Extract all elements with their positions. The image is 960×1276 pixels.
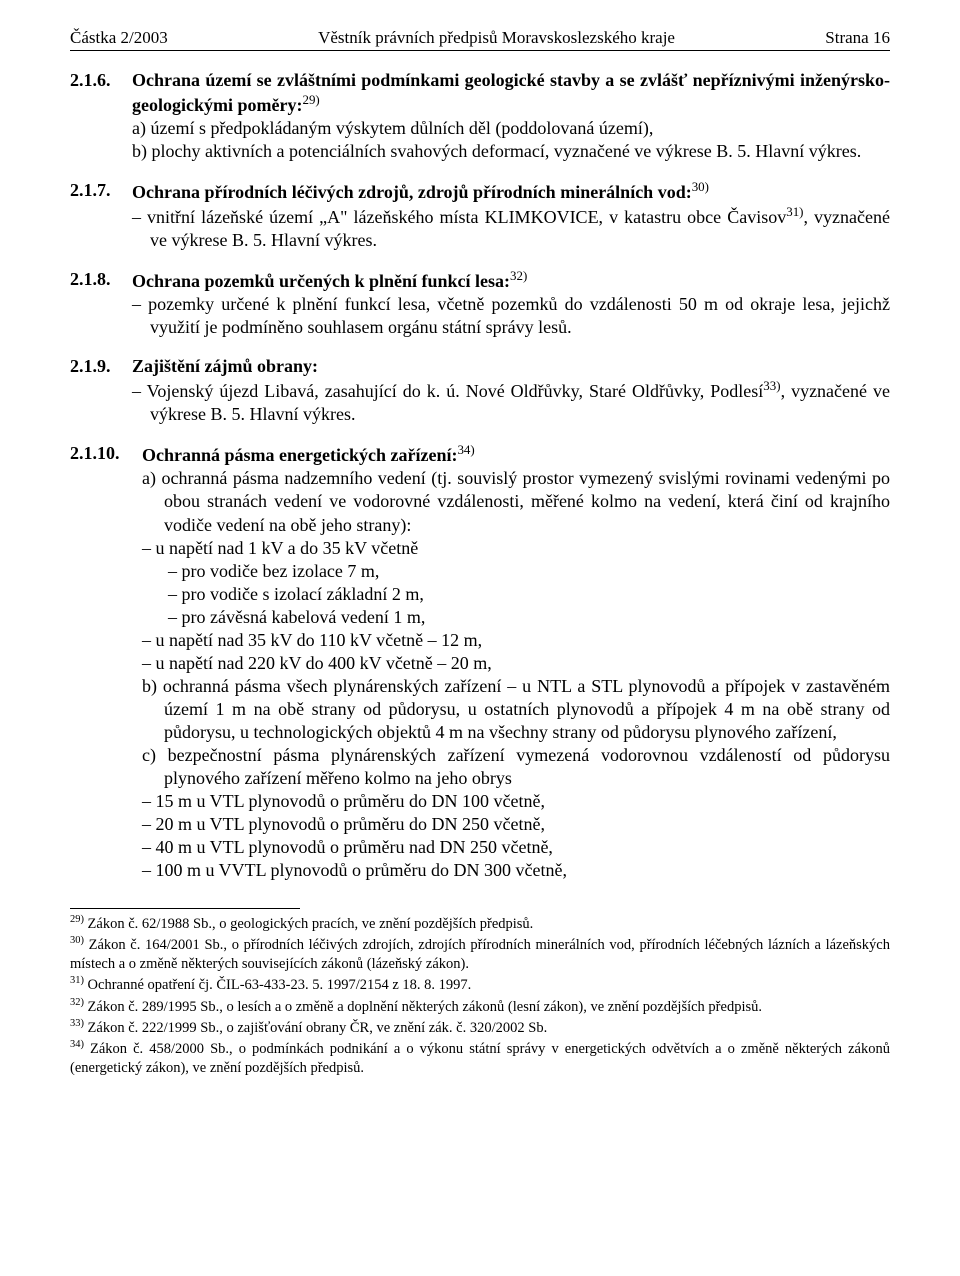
footnote-ref: 34) bbox=[457, 442, 474, 457]
list-item-b: b) ochranná pásma všech plynárenských za… bbox=[92, 675, 890, 744]
footnote-ref: 32) bbox=[510, 268, 527, 283]
section-2-1-10: 2.1.10. Ochranná pásma energetických zař… bbox=[70, 442, 890, 882]
footnote-text: Ochranné opatření čj. ČIL-63-433-23. 5. … bbox=[84, 977, 471, 993]
list-item-a: a) ochranná pásma nadzemního vedení (tj.… bbox=[92, 467, 890, 536]
list-item: – 20 m u VTL plynovodů o průměru do DN 2… bbox=[88, 813, 890, 836]
page: Částka 2/2003 Věstník právních předpisů … bbox=[0, 0, 960, 1118]
section-2-1-7: 2.1.7. Ochrana přírodních léčivých zdroj… bbox=[70, 179, 890, 252]
header-right: Strana 16 bbox=[825, 28, 890, 48]
list-item: – pozemky určené k plnění funkcí lesa, v… bbox=[88, 293, 890, 339]
footnote-text: Zákon č. 62/1988 Sb., o geologických pra… bbox=[84, 916, 533, 932]
section-number: 2.1.9. bbox=[70, 355, 132, 378]
footnote-sup: 30) bbox=[70, 935, 84, 946]
list-item-b: b) plochy aktivních a potenciálních svah… bbox=[92, 140, 890, 163]
list-item-a: a) území s předpokládaným výskytem důlní… bbox=[92, 117, 890, 140]
list-item: – pro vodiče s izolací základní 2 m, bbox=[88, 583, 890, 606]
list-item: – u napětí nad 1 kV a do 35 kV včetně bbox=[88, 537, 890, 560]
page-header: Částka 2/2003 Věstník právních předpisů … bbox=[70, 28, 890, 51]
footnote-sup: 34) bbox=[70, 1039, 84, 1050]
header-left: Částka 2/2003 bbox=[70, 28, 168, 48]
section-number: 2.1.10. bbox=[70, 442, 142, 467]
section-title: Ochranná pásma energetických zařízení: bbox=[142, 445, 457, 465]
section-number: 2.1.6. bbox=[70, 69, 132, 117]
footnote-text: Zákon č. 222/1999 Sb., o zajišťování obr… bbox=[84, 1020, 547, 1036]
footnote-ref: 31) bbox=[786, 204, 803, 219]
text: – vnitřní lázeňské území „A" lázeňského … bbox=[132, 207, 786, 227]
footnote-ref: 30) bbox=[692, 179, 709, 194]
section-title: Zajištění zájmů obrany: bbox=[132, 356, 318, 376]
footnote-sup: 29) bbox=[70, 914, 84, 925]
section-title: Ochrana přírodních léčivých zdrojů, zdro… bbox=[132, 182, 692, 202]
section-title: Ochrana území se zvláštními podmínkami g… bbox=[132, 70, 890, 115]
list-item: – 100 m u VVTL plynovodů o průměru do DN… bbox=[88, 859, 890, 882]
section-title: Ochrana pozemků určených k plnění funkcí… bbox=[132, 271, 510, 291]
list-item: – u napětí nad 35 kV do 110 kV včetně – … bbox=[88, 629, 890, 652]
list-item: – 40 m u VTL plynovodů o průměru nad DN … bbox=[88, 836, 890, 859]
header-center: Věstník právních předpisů Moravskoslezsk… bbox=[318, 28, 675, 48]
footnote: 33) Zákon č. 222/1999 Sb., o zajišťování… bbox=[70, 1017, 890, 1037]
section-number: 2.1.8. bbox=[70, 268, 132, 293]
footnote: 31) Ochranné opatření čj. ČIL-63-433-23.… bbox=[70, 974, 890, 994]
footnote-sup: 31) bbox=[70, 975, 84, 986]
footnote-text: Zákon č. 164/2001 Sb., o přírodních léči… bbox=[70, 937, 890, 972]
section-2-1-9: 2.1.9. Zajištění zájmů obrany: – Vojensk… bbox=[70, 355, 890, 426]
list-item: – pro vodiče bez izolace 7 m, bbox=[88, 560, 890, 583]
footnote-sup: 32) bbox=[70, 997, 84, 1008]
list-item-c: c) bezpečnostní pásma plynárenských zaří… bbox=[92, 744, 890, 790]
footnote-ref: 29) bbox=[302, 92, 319, 107]
footnote-text: Zákon č. 458/2000 Sb., o podmínkách podn… bbox=[70, 1041, 890, 1076]
footnotes: 29) Zákon č. 62/1988 Sb., o geologických… bbox=[70, 908, 890, 1077]
list-item: – u napětí nad 220 kV do 400 kV včetně –… bbox=[88, 652, 890, 675]
section-2-1-8: 2.1.8. Ochrana pozemků určených k plnění… bbox=[70, 268, 890, 339]
text: – Vojenský újezd Libavá, zasahující do k… bbox=[132, 381, 763, 401]
section-number: 2.1.7. bbox=[70, 179, 132, 204]
list-item: – Vojenský újezd Libavá, zasahující do k… bbox=[88, 378, 890, 426]
list-item: – vnitřní lázeňské území „A" lázeňského … bbox=[88, 204, 890, 252]
footnote-rule bbox=[70, 908, 300, 909]
footnote: 34) Zákon č. 458/2000 Sb., o podmínkách … bbox=[70, 1038, 890, 1077]
section-2-1-6: 2.1.6. Ochrana území se zvláštními podmí… bbox=[70, 69, 890, 163]
footnote: 32) Zákon č. 289/1995 Sb., o lesích a o … bbox=[70, 996, 890, 1016]
footnote: 30) Zákon č. 164/2001 Sb., o přírodních … bbox=[70, 934, 890, 973]
footnote-ref: 33) bbox=[763, 378, 780, 393]
footnote-sup: 33) bbox=[70, 1018, 84, 1029]
list-item: – pro závěsná kabelová vedení 1 m, bbox=[88, 606, 890, 629]
list-item: – 15 m u VTL plynovodů o průměru do DN 1… bbox=[88, 790, 890, 813]
footnote-text: Zákon č. 289/1995 Sb., o lesích a o změn… bbox=[84, 999, 762, 1015]
footnote: 29) Zákon č. 62/1988 Sb., o geologických… bbox=[70, 913, 890, 933]
